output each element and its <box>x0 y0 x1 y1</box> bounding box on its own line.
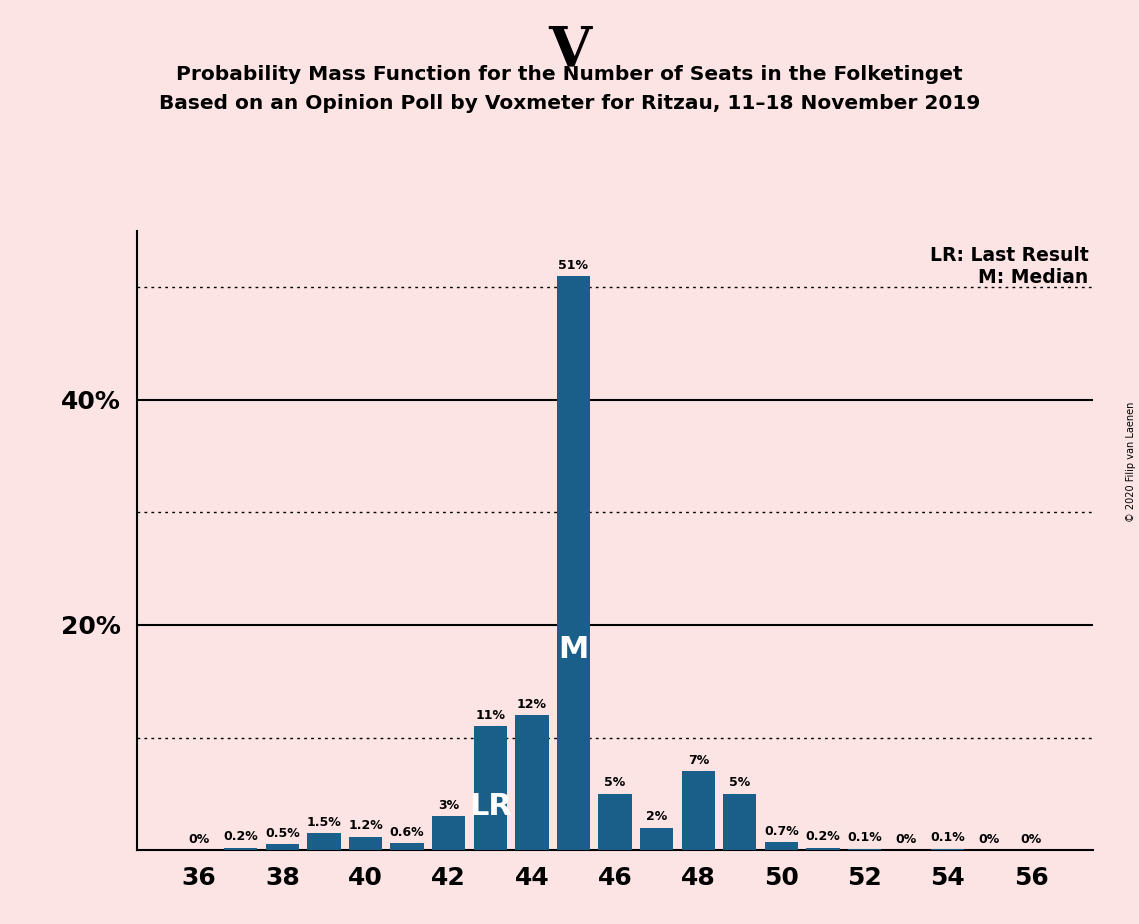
Text: 0.1%: 0.1% <box>931 832 965 845</box>
Text: 0.6%: 0.6% <box>390 826 425 839</box>
Text: 5%: 5% <box>729 776 751 789</box>
Bar <box>640 828 673 850</box>
Bar <box>391 844 424 850</box>
Bar <box>849 849 882 850</box>
Text: 0.5%: 0.5% <box>265 827 300 840</box>
Text: Probability Mass Function for the Number of Seats in the Folketinget: Probability Mass Function for the Number… <box>177 65 962 84</box>
Text: 0.1%: 0.1% <box>847 832 882 845</box>
Bar <box>308 833 341 850</box>
Bar <box>349 836 382 850</box>
Bar <box>681 772 715 850</box>
Text: 2%: 2% <box>646 810 667 823</box>
Bar <box>515 715 549 850</box>
Text: 1.2%: 1.2% <box>349 819 383 833</box>
Text: M: M <box>558 635 589 663</box>
Text: Based on an Opinion Poll by Voxmeter for Ritzau, 11–18 November 2019: Based on an Opinion Poll by Voxmeter for… <box>158 94 981 114</box>
Text: 0%: 0% <box>978 833 1000 845</box>
Text: 7%: 7% <box>688 754 708 767</box>
Bar <box>432 816 466 850</box>
Text: 0.2%: 0.2% <box>223 831 259 844</box>
Bar <box>723 794 756 850</box>
Bar <box>224 848 257 850</box>
Bar <box>806 848 839 850</box>
Text: 1.5%: 1.5% <box>306 816 342 829</box>
Text: M: Median: M: Median <box>978 268 1089 287</box>
Bar <box>265 845 298 850</box>
Text: 11%: 11% <box>475 709 506 722</box>
Text: V: V <box>548 23 591 79</box>
Text: LR: LR <box>469 792 511 821</box>
Text: 3%: 3% <box>439 799 459 812</box>
Text: LR: Last Result: LR: Last Result <box>929 247 1089 265</box>
Bar <box>557 276 590 850</box>
Bar <box>764 842 798 850</box>
Text: 0%: 0% <box>1021 833 1042 845</box>
Text: 0%: 0% <box>188 833 210 845</box>
Text: 0%: 0% <box>895 833 917 845</box>
Text: 5%: 5% <box>605 776 625 789</box>
Bar <box>474 726 507 850</box>
Text: 0.7%: 0.7% <box>764 825 798 838</box>
Text: 12%: 12% <box>517 698 547 711</box>
Text: 0.2%: 0.2% <box>805 831 841 844</box>
Text: © 2020 Filip van Laenen: © 2020 Filip van Laenen <box>1125 402 1136 522</box>
Text: 51%: 51% <box>558 259 589 272</box>
Bar <box>598 794 632 850</box>
Bar <box>932 849 965 850</box>
